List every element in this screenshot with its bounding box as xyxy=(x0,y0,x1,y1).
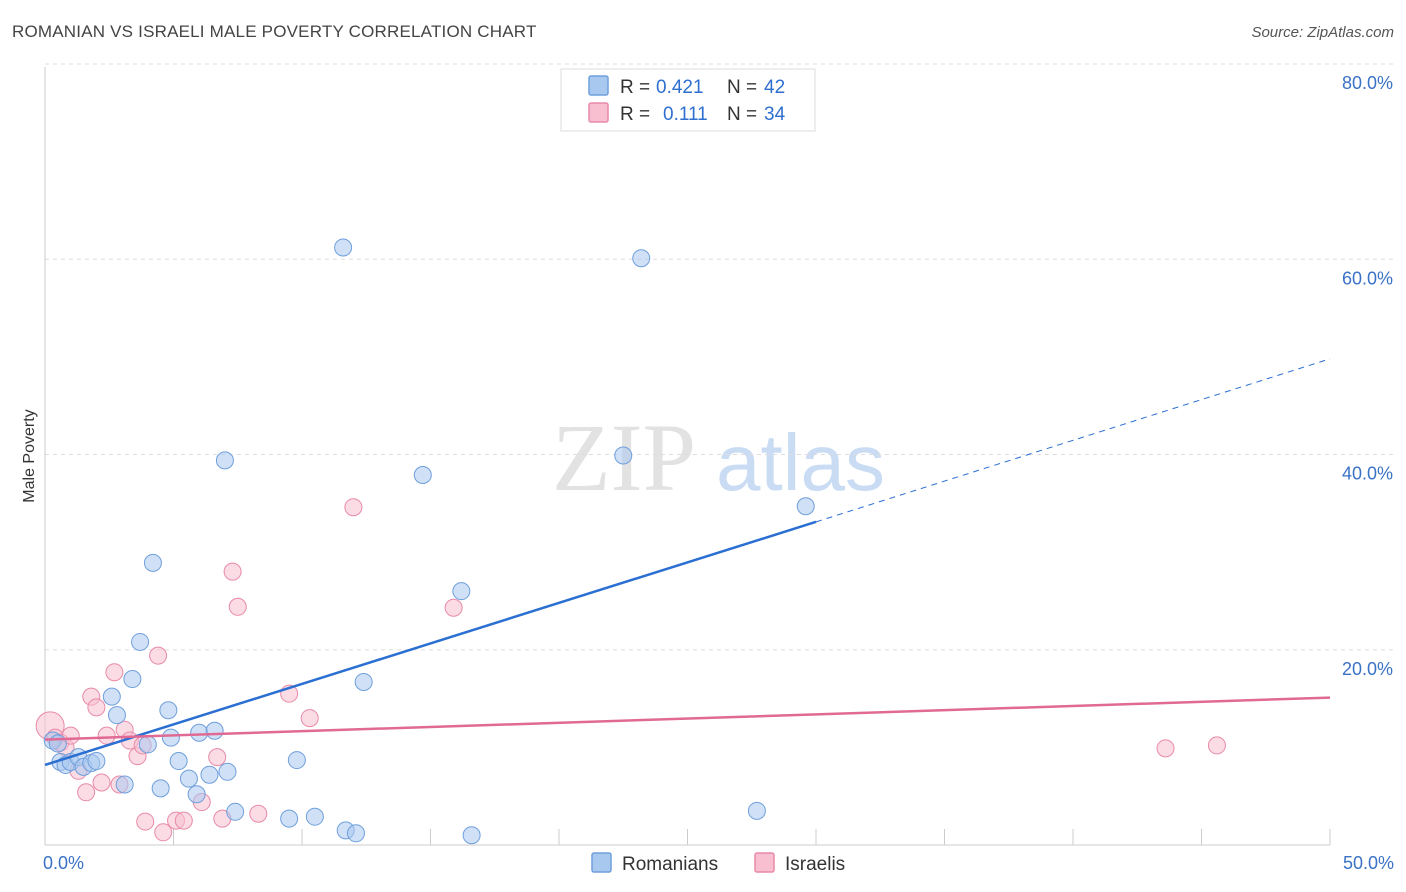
x-tick-label-min: 0.0% xyxy=(43,853,84,873)
legend-box: R = 0.421 N = 42 R = 0.111 N = 34 xyxy=(560,68,816,132)
israeli-point xyxy=(154,823,173,842)
trendlines xyxy=(44,358,1331,767)
legend-n-label-israelis: N = xyxy=(727,104,757,125)
bottom-legend-label-israelis: Israelis xyxy=(785,854,845,875)
x-ticks xyxy=(44,829,1331,845)
romanian-point xyxy=(747,801,766,820)
watermark: ZIP atlas xyxy=(552,404,885,511)
romanian-point xyxy=(287,751,306,770)
israeli-point xyxy=(105,663,124,682)
romanian-point xyxy=(280,809,299,828)
israeli-point xyxy=(208,748,227,767)
bottom-legend: Romanians Israelis xyxy=(591,852,845,875)
romanian-point xyxy=(187,785,206,804)
romanian-point xyxy=(161,728,180,747)
romanian-point xyxy=(123,670,142,689)
x-tick-labels: 0.0% 50.0% xyxy=(43,853,1394,873)
romanian-point xyxy=(87,752,106,771)
y-tick-label: 60.0% xyxy=(1342,268,1393,288)
romanian-point xyxy=(102,687,121,706)
israeli-point xyxy=(174,811,193,830)
y-tick-labels: 20.0% 40.0% 60.0% 80.0% xyxy=(1342,73,1393,679)
romanian-point xyxy=(190,723,209,742)
romanian-point xyxy=(131,632,150,651)
y-axis-label: Male Poverty xyxy=(21,409,38,502)
legend-r-label-romanians: R = xyxy=(620,77,650,98)
legend-r-value-israelis: 0.111 xyxy=(663,104,708,125)
israeli-point xyxy=(92,773,111,792)
romanian-point xyxy=(107,706,126,725)
romanian-point xyxy=(169,752,188,771)
israeli-point xyxy=(223,562,242,581)
bottom-legend-swatch-romanians xyxy=(591,852,612,873)
legend-r-label-israelis: R = xyxy=(620,104,650,125)
romanian-point xyxy=(796,497,815,516)
bottom-legend-label-romanians: Romanians xyxy=(622,854,718,875)
romanian-point xyxy=(354,672,373,691)
romanian-point xyxy=(462,826,481,845)
source-label: Source: ZipAtlas.com xyxy=(1251,24,1394,41)
romanian-point xyxy=(413,466,432,485)
israeli-point xyxy=(249,804,268,823)
legend-swatch-israelis xyxy=(588,102,609,123)
romanian-point xyxy=(215,451,234,470)
israeli-point xyxy=(77,783,96,802)
legend-n-label-romanians: N = xyxy=(727,77,757,98)
y-tick-label: 40.0% xyxy=(1342,464,1393,484)
legend-n-value-israelis: 34 xyxy=(764,104,786,125)
romanian-trendline xyxy=(44,520,817,767)
romanian-point xyxy=(48,734,67,753)
israeli-point xyxy=(97,726,116,745)
israeli-point xyxy=(444,598,463,617)
romanian-points xyxy=(43,238,815,845)
romanian-point xyxy=(614,446,633,465)
israeli-point xyxy=(149,646,168,665)
legend-n-value-romanians: 42 xyxy=(764,77,785,98)
israeli-point xyxy=(136,812,155,831)
romanian-point xyxy=(115,775,134,794)
y-tick-label: 20.0% xyxy=(1342,659,1393,679)
romanian-point xyxy=(452,582,471,601)
romanian-point xyxy=(200,765,219,784)
x-tick-label-max: 50.0% xyxy=(1343,853,1394,873)
romanian-point xyxy=(346,824,365,843)
romanian-point xyxy=(334,238,353,257)
romanian-point xyxy=(205,721,224,740)
romanian-point xyxy=(138,735,157,754)
gridlines xyxy=(45,63,1395,651)
chart-title: ROMANIAN VS ISRAELI MALE POVERTY CORRELA… xyxy=(12,22,537,41)
romanian-point xyxy=(143,553,162,572)
legend-r-value-romanians: 0.421 xyxy=(656,77,704,98)
israeli-point xyxy=(1156,739,1175,758)
israeli-point xyxy=(87,698,106,717)
watermark-atlas: atlas xyxy=(716,418,885,507)
romanian-point xyxy=(151,779,170,798)
romanian-point xyxy=(218,762,237,781)
israeli-point xyxy=(228,597,247,616)
romanian-trendline-extension xyxy=(815,358,1331,523)
romanian-point xyxy=(305,807,324,826)
romanian-point xyxy=(632,249,651,268)
romanian-point xyxy=(179,769,198,788)
israeli-point xyxy=(344,498,363,517)
israeli-point xyxy=(300,709,319,728)
y-tick-label: 80.0% xyxy=(1342,73,1393,93)
bottom-legend-swatch-israelis xyxy=(754,852,775,873)
legend-swatch-romanians xyxy=(588,75,609,96)
israeli-points xyxy=(35,498,1226,842)
israeli-trendline xyxy=(44,696,1331,741)
romanian-point xyxy=(226,802,245,821)
romanian-point xyxy=(159,701,178,720)
israeli-point xyxy=(1207,736,1226,755)
